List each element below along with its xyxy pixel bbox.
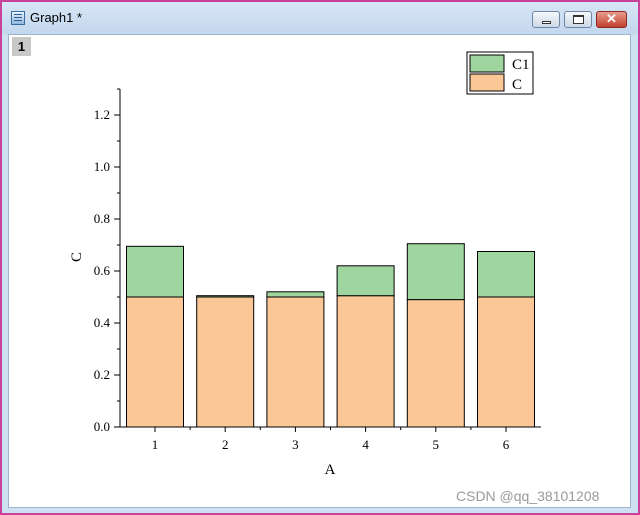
layer-tab[interactable]: 1: [12, 37, 31, 56]
bar-c1-2[interactable]: [196, 295, 255, 298]
maximize-icon: [573, 15, 584, 24]
legend-label-c: C: [512, 77, 522, 93]
legend-swatch-c: [469, 73, 505, 92]
title-bar[interactable]: Graph1 * ✕: [2, 2, 638, 34]
bar-c-6[interactable]: [477, 296, 535, 428]
x-tick-label: 6: [503, 437, 510, 452]
bar-c1-6[interactable]: [477, 251, 535, 298]
minimize-button[interactable]: [532, 11, 560, 28]
y-tick-label: 0.2: [94, 367, 110, 382]
bar-c-2[interactable]: [196, 296, 255, 428]
y-tick-label: 0.4: [94, 315, 111, 330]
bar-c-3[interactable]: [266, 296, 325, 428]
legend-swatch-c1: [469, 54, 505, 73]
x-tick-label: 2: [222, 437, 229, 452]
x-tick-label: 5: [433, 437, 440, 452]
bars-group: [126, 243, 535, 428]
y-tick-label: 1.2: [94, 107, 110, 122]
axes-group: 0.0 0.2 0.4 0.6 0.8 1.0 1.2 1 2 3 4 5 6: [94, 88, 541, 452]
close-icon: ✕: [606, 11, 617, 26]
bar-c1-3[interactable]: [266, 291, 325, 298]
bar-c-1[interactable]: [126, 296, 184, 428]
x-tick-label: 3: [292, 437, 299, 452]
maximize-button[interactable]: [564, 11, 592, 28]
y-axis-title: C: [69, 252, 85, 262]
x-tick-label: 4: [362, 437, 369, 452]
y-tick-label: 1.0: [94, 159, 110, 174]
x-tick-label: 1: [152, 437, 159, 452]
graph-window-icon[interactable]: [11, 11, 25, 25]
y-tick-label: 0.0: [94, 419, 110, 434]
bar-c1-5[interactable]: [406, 243, 465, 301]
bar-c-5[interactable]: [406, 299, 465, 428]
x-axis-title: A: [325, 462, 336, 478]
bar-c-4[interactable]: [336, 295, 395, 428]
y-tick-label: 0.8: [94, 211, 110, 226]
bar-c1-1[interactable]: [126, 245, 184, 298]
bar-c1-4[interactable]: [336, 265, 395, 297]
watermark: CSDN @qq_38101208: [456, 488, 600, 504]
close-button[interactable]: ✕: [596, 11, 627, 28]
minimize-icon: [542, 21, 551, 24]
y-tick-label: 0.6: [94, 263, 111, 278]
legend-label-c1: C1: [512, 57, 530, 73]
legend[interactable]: C1 C: [466, 51, 534, 95]
window-title: Graph1 *: [30, 10, 83, 25]
